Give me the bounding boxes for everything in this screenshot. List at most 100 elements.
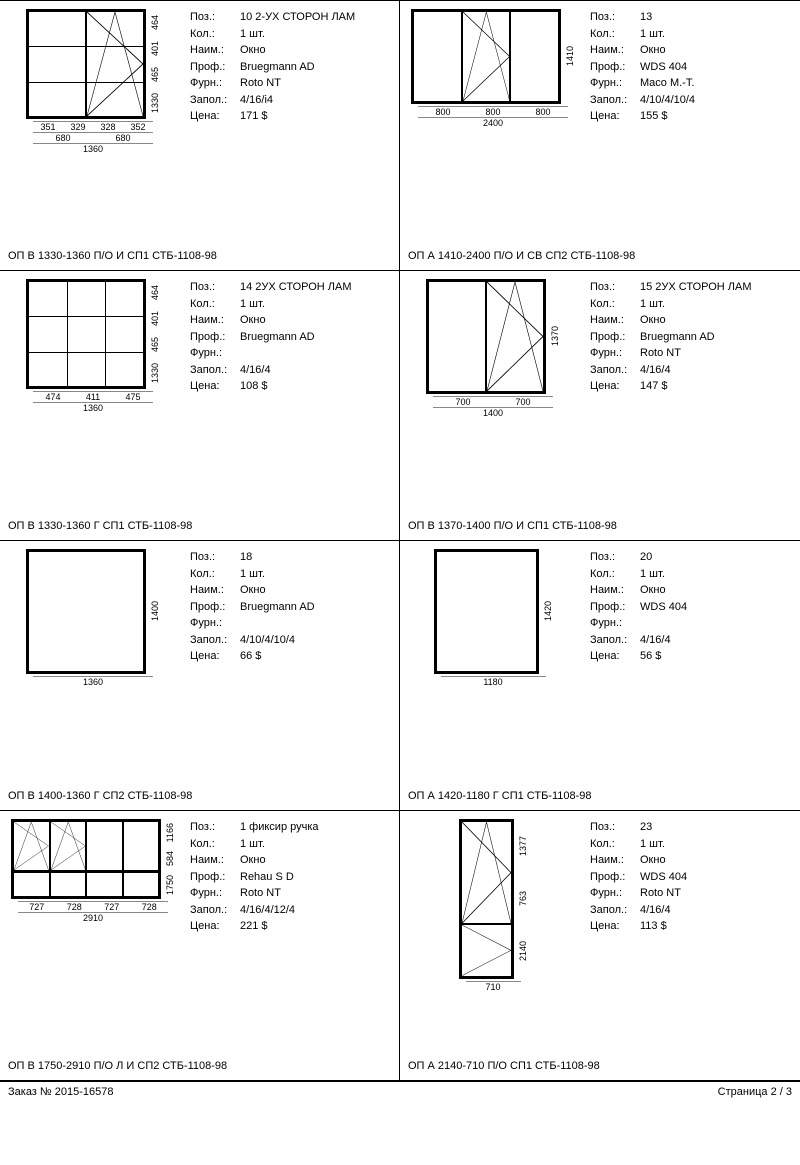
prop-label: Запол.:	[590, 362, 640, 379]
prop-value: 13	[640, 9, 652, 26]
horizontal-dimensions: 4744114751360	[33, 391, 153, 413]
prop-label: Наим.:	[590, 312, 640, 329]
prop-label: Цена:	[190, 648, 240, 665]
window-drawing: 14001360	[8, 549, 178, 784]
prop-label: Цена:	[190, 918, 240, 935]
vertical-dimensions: 1370	[550, 279, 560, 394]
prop-label: Цена:	[590, 378, 640, 395]
prop-label: Поз.:	[590, 279, 640, 296]
item-cell: 14108008008002400Поз.:13Кол.:1 шт.Наим.:…	[400, 0, 800, 270]
properties-list: Поз.:14 2УХ СТОРОН ЛАМКол.:1 шт.Наим.:Ок…	[190, 279, 352, 514]
prop-value: 155 $	[640, 108, 668, 125]
prop-value: Окно	[640, 42, 666, 59]
horizontal-dimensions: 3513293283526806801360	[33, 121, 153, 154]
item-cell: 14001360Поз.:18Кол.:1 шт.Наим.:ОкноПроф.…	[0, 540, 400, 810]
prop-value: Bruegmann AD	[240, 599, 315, 616]
prop-value: WDS 404	[640, 59, 687, 76]
prop-label: Кол.:	[590, 26, 640, 43]
prop-label: Наим.:	[590, 42, 640, 59]
horizontal-dimensions: 7007001400	[433, 396, 553, 418]
page-number: Страница 2 / 3	[718, 1086, 792, 1098]
prop-value: Roto NT	[240, 75, 281, 92]
prop-label: Поз.:	[190, 9, 240, 26]
prop-value: Bruegmann AD	[640, 329, 715, 346]
prop-value: 4/16/4	[640, 632, 671, 649]
prop-label: Проф.:	[590, 869, 640, 886]
prop-label: Запол.:	[190, 902, 240, 919]
horizontal-dimensions: 1180	[441, 676, 546, 687]
window-drawing: 1370 7007001400	[408, 279, 578, 514]
properties-list: Поз.:13Кол.:1 шт.Наим.:ОкноПроф.:WDS 404…	[590, 9, 695, 244]
prop-value: 1 шт.	[240, 26, 265, 43]
prop-value: 1 шт.	[640, 566, 665, 583]
prop-label: Кол.:	[590, 836, 640, 853]
prop-label: Кол.:	[590, 296, 640, 313]
prop-value: Maco M.-T.	[640, 75, 694, 92]
item-caption: ОП А 1420-1180 Г СП1 СТБ-1108-98	[408, 784, 792, 802]
prop-value: Roto NT	[640, 345, 681, 362]
prop-value: Bruegmann AD	[240, 59, 315, 76]
prop-label: Фурн.:	[190, 345, 240, 362]
item-caption: ОП В 1370-1400 П/О И СП1 СТБ-1108-98	[408, 514, 792, 532]
prop-label: Кол.:	[190, 566, 240, 583]
prop-value: 171 $	[240, 108, 268, 125]
vertical-dimensions: 4644014651330	[150, 279, 160, 389]
window-drawing: 116658417507277287277282910	[8, 819, 178, 1054]
prop-value: 14 2УХ СТОРОН ЛАМ	[240, 279, 352, 296]
window-drawing: 13777632140710	[408, 819, 578, 1054]
prop-value: 4/16/4	[640, 362, 671, 379]
prop-label: Проф.:	[190, 59, 240, 76]
prop-value: Окно	[640, 582, 666, 599]
prop-label: Запол.:	[590, 92, 640, 109]
prop-value: 1 шт.	[240, 296, 265, 313]
item-cell: 13707007001400Поз.:15 2УХ СТОРОН ЛАМКол.…	[400, 270, 800, 540]
prop-label: Проф.:	[190, 869, 240, 886]
prop-label: Наим.:	[590, 582, 640, 599]
prop-label: Фурн.:	[190, 75, 240, 92]
prop-label: Проф.:	[590, 599, 640, 616]
prop-value: Окно	[240, 582, 266, 599]
prop-label: Цена:	[590, 648, 640, 665]
properties-list: Поз.:10 2-УХ СТОРОН ЛАМКол.:1 шт.Наим.:О…	[190, 9, 355, 244]
item-caption: ОП А 2140-710 П/О СП1 СТБ-1108-98	[408, 1054, 792, 1072]
item-caption: ОП В 1330-1360 Г СП1 СТБ-1108-98	[8, 514, 391, 532]
prop-value: 20	[640, 549, 652, 566]
prop-label: Поз.:	[590, 549, 640, 566]
item-cell: 4644014651330 4744114751360 Поз.:14 2УХ СТ…	[0, 270, 400, 540]
prop-value: 1 шт.	[240, 836, 265, 853]
prop-value: Окно	[640, 852, 666, 869]
properties-list: Поз.:1 фиксир ручкаКол.:1 шт.Наим.:ОкноП…	[190, 819, 319, 1054]
properties-list: Поз.:18Кол.:1 шт.Наим.:ОкноПроф.:Bruegma…	[190, 549, 315, 784]
prop-value: 4/10/4/10/4	[640, 92, 695, 109]
prop-value: Окно	[240, 852, 266, 869]
prop-value: Bruegmann AD	[240, 329, 315, 346]
prop-label: Кол.:	[190, 26, 240, 43]
prop-label: Запол.:	[590, 902, 640, 919]
item-cell: 13777632140710Поз.:23Кол.:1 шт.Наим.:Окн…	[400, 810, 800, 1080]
order-number: Заказ № 2015-16578	[8, 1086, 114, 1098]
prop-value: Окно	[240, 42, 266, 59]
prop-value: 66 $	[240, 648, 261, 665]
prop-value: 113 $	[640, 918, 667, 935]
prop-label: Поз.:	[190, 549, 240, 566]
prop-label: Наим.:	[590, 852, 640, 869]
prop-value: 1 шт.	[640, 296, 665, 313]
prop-value: 4/16/4	[640, 902, 671, 919]
properties-list: Поз.:23Кол.:1 шт.Наим.:ОкноПроф.:WDS 404…	[590, 819, 687, 1054]
prop-value: 4/16/4/12/4	[240, 902, 295, 919]
vertical-dimensions: 4644014651330	[150, 9, 160, 119]
vertical-dimensions: 1400	[150, 549, 160, 674]
item-caption: ОП В 1400-1360 Г СП2 СТБ-1108-98	[8, 784, 391, 802]
prop-label: Фурн.:	[590, 615, 640, 632]
prop-label: Наим.:	[190, 312, 240, 329]
prop-label: Кол.:	[590, 566, 640, 583]
prop-label: Цена:	[590, 918, 640, 935]
item-cell: 116658417507277287277282910Поз.:1 фиксир…	[0, 810, 400, 1080]
prop-value: 147 $	[640, 378, 668, 395]
item-cell: 14201180Поз.:20Кол.:1 шт.Наим.:ОкноПроф.…	[400, 540, 800, 810]
prop-label: Наим.:	[190, 582, 240, 599]
properties-list: Поз.:20Кол.:1 шт.Наим.:ОкноПроф.:WDS 404…	[590, 549, 687, 784]
prop-value: Окно	[240, 312, 266, 329]
prop-label: Запол.:	[590, 632, 640, 649]
prop-label: Запол.:	[190, 92, 240, 109]
